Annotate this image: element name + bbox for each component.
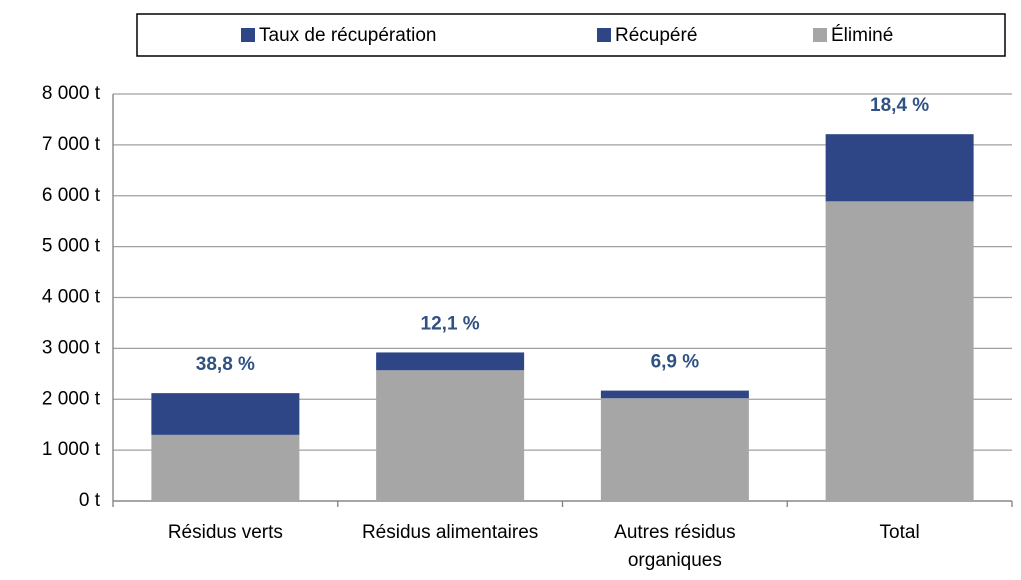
legend-label: Taux de récupération: [259, 25, 436, 46]
y-tick-label: 0 t: [79, 490, 101, 511]
y-tick-label: 2 000 t: [42, 388, 101, 409]
bar-segment: [376, 370, 525, 501]
bar-segment: [151, 434, 300, 501]
legend-label: Récupéré: [615, 25, 697, 46]
legend-swatch: [597, 28, 611, 42]
rate-label: 12,1 %: [421, 313, 480, 334]
rate-label: 38,8 %: [196, 354, 255, 375]
x-tick-label: Total: [879, 522, 920, 543]
y-tick-label: 7 000 t: [42, 134, 101, 155]
bar-segment: [151, 393, 300, 435]
bar-segment: [600, 398, 749, 501]
bar-segment: [600, 390, 749, 399]
y-tick-label: 4 000 t: [42, 287, 101, 308]
y-tick-label: 5 000 t: [42, 236, 101, 257]
legend-box: [136, 13, 1006, 57]
rate-label: 18,4 %: [870, 95, 929, 116]
y-tick-label: 8 000 t: [42, 83, 101, 104]
legend-label: Éliminé: [831, 25, 893, 46]
y-tick-label: 1 000 t: [42, 439, 101, 460]
bar-segment: [376, 352, 525, 371]
bar-segment: [825, 201, 974, 501]
legend-swatch: [813, 28, 827, 42]
x-tick-label: Résidus alimentaires: [361, 522, 539, 543]
y-tick-label: 6 000 t: [42, 185, 101, 206]
bar-segment: [825, 134, 974, 202]
y-tick-label: 3 000 t: [42, 337, 101, 358]
legend-swatch: [241, 28, 255, 42]
x-tick-label: Autres résidus organiques: [614, 522, 736, 571]
x-tick-label: Résidus verts: [167, 522, 283, 543]
rate-label: 6,9 %: [651, 352, 700, 373]
